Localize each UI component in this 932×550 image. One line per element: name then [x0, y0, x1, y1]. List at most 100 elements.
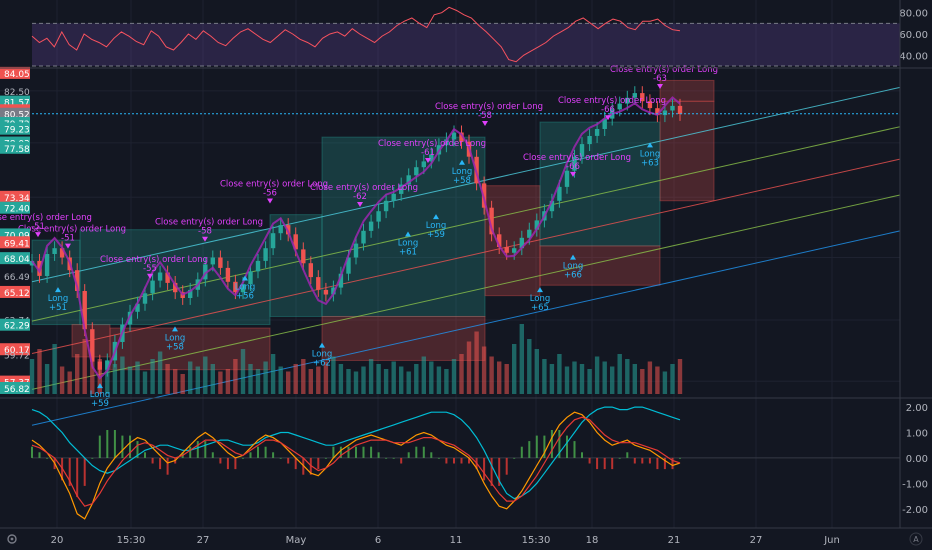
- long-signal-arrow[interactable]: [537, 287, 543, 293]
- candle-body[interactable]: [512, 248, 517, 253]
- candle-body[interactable]: [142, 293, 148, 304]
- candle-body[interactable]: [451, 132, 457, 140]
- candle-body[interactable]: [135, 303, 140, 312]
- candle-body[interactable]: [105, 360, 110, 370]
- candle-body[interactable]: [188, 289, 193, 298]
- candle-body[interactable]: [255, 260, 261, 272]
- candle-body[interactable]: [293, 234, 298, 250]
- candle-body[interactable]: [421, 161, 426, 168]
- candle-body[interactable]: [203, 264, 208, 280]
- close-signal-arrow[interactable]: [425, 158, 431, 164]
- candle-body[interactable]: [497, 234, 502, 247]
- close-signal-arrow[interactable]: [482, 121, 488, 127]
- candle-body[interactable]: [90, 329, 95, 362]
- macd-line[interactable]: [31, 411, 681, 520]
- long-signal-arrow[interactable]: [570, 254, 576, 260]
- candle-body[interactable]: [233, 281, 238, 293]
- candle-body[interactable]: [150, 280, 155, 294]
- candle-body[interactable]: [225, 267, 231, 282]
- candle-body[interactable]: [376, 211, 381, 222]
- candle-body[interactable]: [52, 248, 57, 254]
- candle-body[interactable]: [127, 311, 133, 325]
- candle-body[interactable]: [602, 118, 607, 129]
- candle-body[interactable]: [662, 110, 668, 116]
- candle-body[interactable]: [29, 260, 35, 266]
- candle-body[interactable]: [165, 272, 170, 283]
- rsi-line[interactable]: [31, 6, 681, 63]
- close-signal-arrow[interactable]: [570, 171, 576, 177]
- long-signal-arrow[interactable]: [459, 159, 465, 165]
- candle-body[interactable]: [632, 93, 637, 98]
- candle-body[interactable]: [647, 101, 653, 109]
- candle-body[interactable]: [301, 249, 306, 264]
- close-signal-arrow[interactable]: [657, 83, 663, 89]
- candle-body[interactable]: [617, 103, 622, 110]
- long-signal-arrow[interactable]: [405, 231, 411, 237]
- macd-signal-line[interactable]: [31, 416, 681, 507]
- candle-body[interactable]: [278, 225, 283, 234]
- candle-body[interactable]: [44, 254, 50, 276]
- candle-body[interactable]: [368, 221, 374, 231]
- close-signal-arrow[interactable]: [202, 236, 208, 242]
- candle-body[interactable]: [429, 154, 434, 162]
- candle-body[interactable]: [391, 193, 396, 201]
- long-signal-arrow[interactable]: [319, 342, 325, 348]
- candle-body[interactable]: [361, 230, 366, 244]
- close-signal-arrow[interactable]: [357, 202, 363, 208]
- candle-body[interactable]: [534, 220, 539, 230]
- time-axis[interactable]: 20 15:30 27 May 6 11 15:30 18 21 27 Jun: [51, 535, 840, 546]
- candle-body[interactable]: [549, 200, 555, 212]
- candle-body[interactable]: [489, 207, 494, 235]
- candle-body[interactable]: [579, 144, 585, 157]
- auto-scale-button[interactable]: A: [909, 532, 923, 546]
- candle-body[interactable]: [75, 270, 80, 291]
- candle-body[interactable]: [399, 184, 404, 194]
- candle-body[interactable]: [308, 263, 313, 278]
- candle-body[interactable]: [587, 136, 592, 145]
- candle-body[interactable]: [218, 257, 223, 268]
- long-signal-arrow[interactable]: [172, 326, 178, 332]
- candle-body[interactable]: [338, 273, 344, 288]
- candle-body[interactable]: [414, 167, 419, 176]
- close-signal-arrow[interactable]: [605, 115, 611, 121]
- candle-body[interactable]: [82, 291, 87, 330]
- close-signal-arrow[interactable]: [35, 232, 41, 238]
- gear-icon[interactable]: [7, 534, 17, 544]
- candle-body[interactable]: [640, 93, 645, 102]
- candle-body[interactable]: [97, 361, 102, 370]
- candle-body[interactable]: [670, 105, 675, 111]
- long-signal-arrow[interactable]: [97, 383, 103, 389]
- candle-body[interactable]: [594, 129, 600, 136]
- rsi-panel[interactable]: [31, 6, 900, 67]
- candle-body[interactable]: [346, 257, 351, 274]
- candle-body[interactable]: [677, 105, 683, 114]
- long-signal-arrow[interactable]: [647, 142, 653, 148]
- candle-body[interactable]: [655, 108, 660, 116]
- long-signal-arrow[interactable]: [242, 275, 248, 281]
- macd-slow-line[interactable]: [31, 406, 681, 500]
- long-signal-arrow[interactable]: [433, 214, 439, 220]
- candle-body[interactable]: [240, 284, 246, 293]
- candle-body[interactable]: [504, 247, 509, 253]
- candle-body[interactable]: [248, 271, 253, 284]
- candle-body[interactable]: [527, 229, 532, 238]
- long-signal-arrow[interactable]: [55, 287, 61, 293]
- candle-body[interactable]: [270, 233, 276, 249]
- close-signal-arrow[interactable]: [65, 243, 71, 249]
- candle-body[interactable]: [625, 97, 630, 104]
- candle-body[interactable]: [157, 272, 163, 281]
- macd-panel[interactable]: [31, 406, 900, 520]
- candle-body[interactable]: [459, 132, 464, 142]
- candle-body[interactable]: [210, 257, 215, 265]
- candle-body[interactable]: [383, 200, 389, 212]
- close-signal-arrow[interactable]: [147, 273, 153, 279]
- candle-body[interactable]: [316, 277, 321, 290]
- candle-body[interactable]: [564, 170, 570, 187]
- candle-body[interactable]: [557, 186, 562, 201]
- candle-body[interactable]: [173, 282, 178, 293]
- candle-body[interactable]: [572, 156, 577, 171]
- price-axis[interactable]: 80.0060.0040.0084.0582.5081.5780.8280.52…: [0, 9, 928, 516]
- candle-body[interactable]: [519, 237, 524, 249]
- candle-body[interactable]: [59, 248, 65, 258]
- price-panel[interactable]: Close entry(s) order Long-51Long+59Close…: [0, 65, 901, 426]
